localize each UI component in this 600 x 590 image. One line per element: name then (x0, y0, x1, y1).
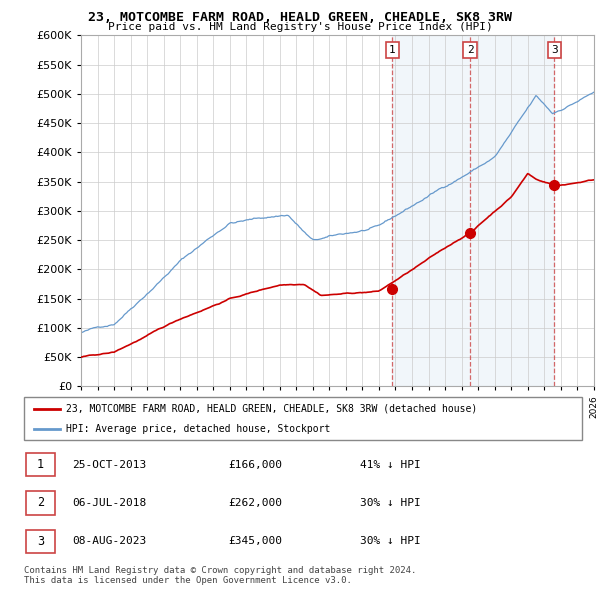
Text: Price paid vs. HM Land Registry's House Price Index (HPI): Price paid vs. HM Land Registry's House … (107, 22, 493, 32)
Text: Contains HM Land Registry data © Crown copyright and database right 2024.
This d: Contains HM Land Registry data © Crown c… (24, 566, 416, 585)
Text: 1: 1 (37, 458, 44, 471)
Text: 06-JUL-2018: 06-JUL-2018 (72, 498, 146, 508)
FancyBboxPatch shape (26, 491, 55, 514)
Text: 3: 3 (37, 535, 44, 548)
Text: 2: 2 (467, 45, 473, 55)
Text: 23, MOTCOMBE FARM ROAD, HEALD GREEN, CHEADLE, SK8 3RW (detached house): 23, MOTCOMBE FARM ROAD, HEALD GREEN, CHE… (66, 404, 477, 414)
Text: 2: 2 (37, 496, 44, 510)
FancyBboxPatch shape (26, 530, 55, 553)
Text: 23, MOTCOMBE FARM ROAD, HEALD GREEN, CHEADLE, SK8 3RW: 23, MOTCOMBE FARM ROAD, HEALD GREEN, CHE… (88, 11, 512, 24)
Text: £166,000: £166,000 (228, 460, 282, 470)
FancyBboxPatch shape (24, 397, 582, 440)
Text: £345,000: £345,000 (228, 536, 282, 546)
Text: 25-OCT-2013: 25-OCT-2013 (72, 460, 146, 470)
Bar (392, 35, 554, 386)
Text: 30% ↓ HPI: 30% ↓ HPI (360, 498, 421, 508)
Text: HPI: Average price, detached house, Stockport: HPI: Average price, detached house, Stoc… (66, 424, 330, 434)
Text: £262,000: £262,000 (228, 498, 282, 508)
Text: 08-AUG-2023: 08-AUG-2023 (72, 536, 146, 546)
FancyBboxPatch shape (26, 453, 55, 476)
Text: 41% ↓ HPI: 41% ↓ HPI (360, 460, 421, 470)
Text: 3: 3 (551, 45, 557, 55)
Text: 30% ↓ HPI: 30% ↓ HPI (360, 536, 421, 546)
Text: 1: 1 (389, 45, 396, 55)
